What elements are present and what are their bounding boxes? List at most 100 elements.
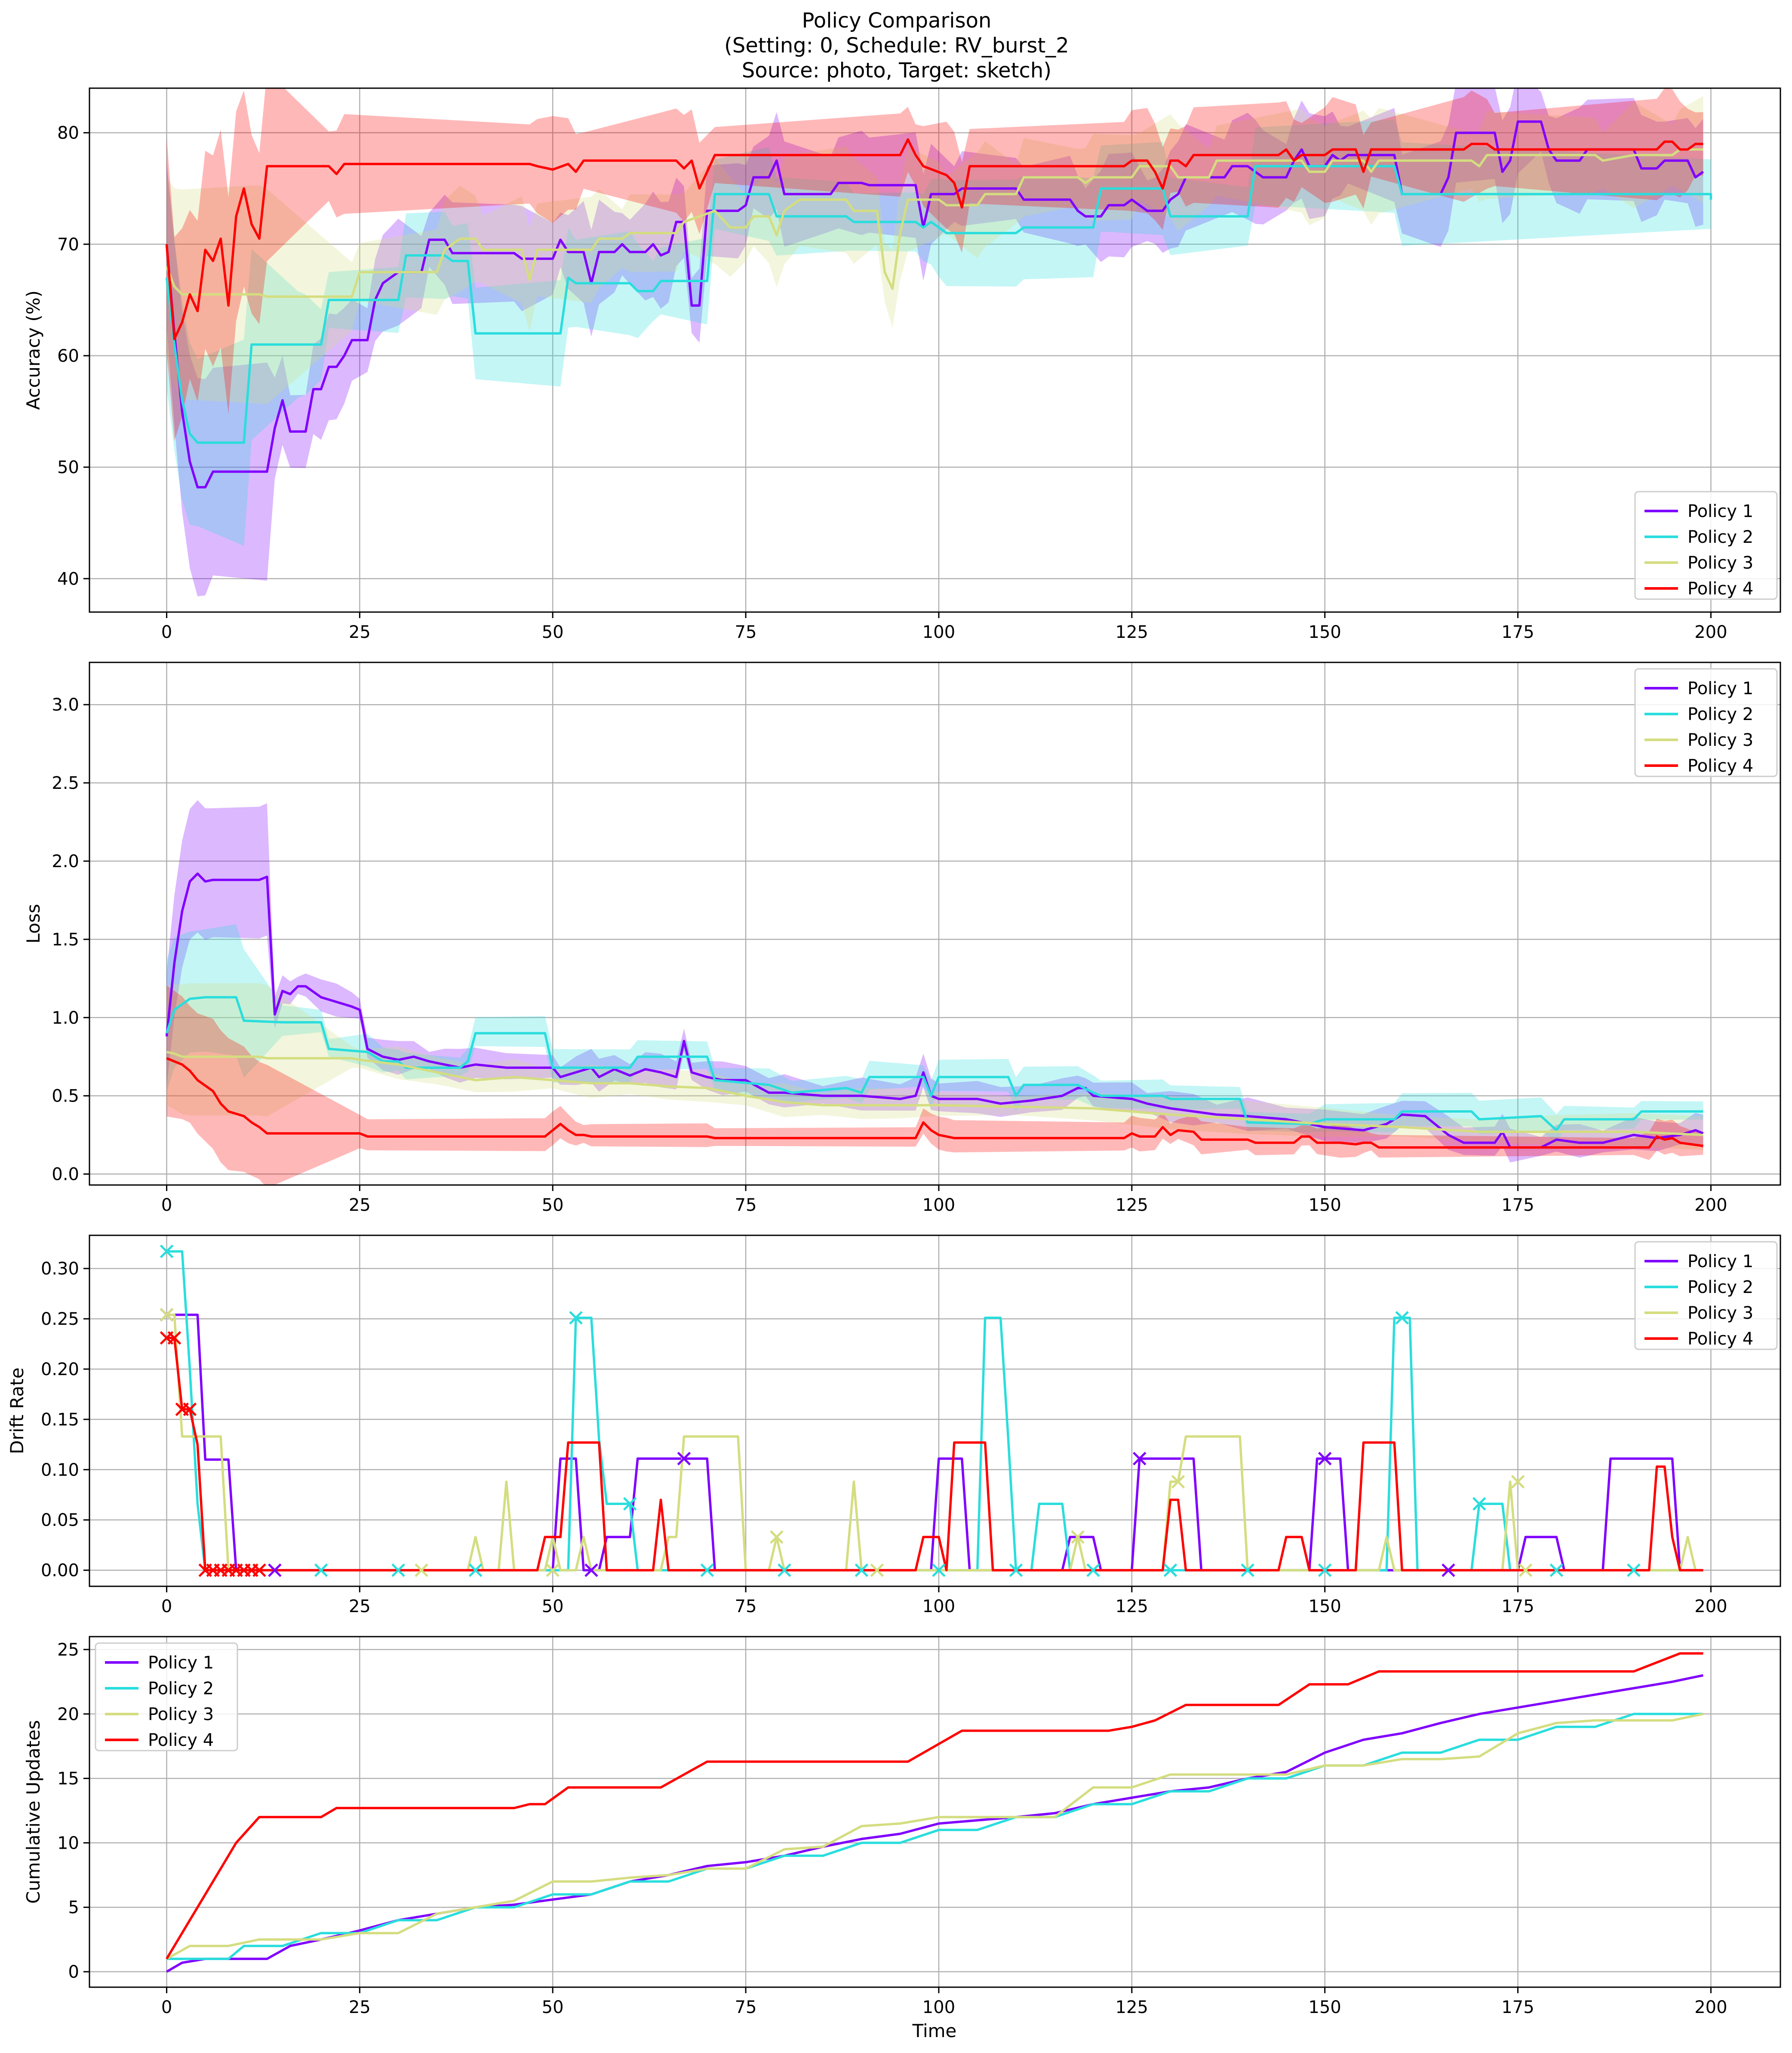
drift-marker-3: [770, 1530, 784, 1544]
drift-marker-3: [415, 1563, 428, 1577]
x-tick-label: 50: [542, 1998, 564, 2017]
drift-marker-2: [623, 1497, 637, 1511]
legend-label: Policy 3: [1687, 730, 1753, 750]
title-line-3: Source: photo, Target: sketch): [742, 58, 1051, 83]
plot-area: [160, 1244, 1703, 1577]
title-line-1: Policy Comparison: [802, 9, 992, 33]
legend: Policy 1 Policy 2 Policy 3 Policy 4: [1634, 1241, 1778, 1350]
x-tick-label: 200: [1694, 622, 1727, 642]
drift-marker-2: [1241, 1563, 1254, 1577]
x-tick-label: 75: [735, 622, 757, 642]
y-tick-label: 0.05: [41, 1511, 79, 1530]
y-tick-label: 0: [68, 1962, 79, 1982]
drift-marker-2: [160, 1244, 174, 1259]
x-tick-label: 150: [1309, 1195, 1341, 1215]
plot-area: [165, 88, 1712, 597]
x-tick-label: 125: [1116, 1998, 1148, 2017]
x-tick-label: 175: [1501, 1597, 1534, 1616]
x-tick-label: 25: [349, 1597, 371, 1616]
legend-label: Policy 2: [1687, 705, 1753, 724]
y-tick-label: 15: [57, 1769, 79, 1789]
series-line-3: [166, 1051, 1703, 1136]
drift-marker-4: [183, 1402, 197, 1416]
series-band-4: [166, 88, 1703, 441]
x-tick-label: 200: [1694, 1597, 1727, 1616]
drift-marker-2: [778, 1563, 791, 1577]
drift-marker-3: [1171, 1475, 1185, 1489]
x-tick-label: 50: [542, 1195, 564, 1215]
drift-marker-2: [1009, 1563, 1023, 1577]
drift-marker-3: [160, 1308, 174, 1322]
y-tick-label: 0.5: [52, 1087, 79, 1106]
y-tick-label: 25: [57, 1640, 79, 1660]
drift-marker-1: [268, 1563, 282, 1577]
x-tick-label: 75: [735, 1195, 757, 1215]
x-tick-label: 200: [1694, 1998, 1727, 2017]
drift-marker-1: [1133, 1452, 1147, 1465]
legend-label: Policy 4: [1687, 579, 1753, 599]
title-line-2: (Setting: 0, Schedule: RV_burst_2: [724, 34, 1069, 58]
y-tick-label: 1.0: [52, 1008, 79, 1028]
x-tick-label: 100: [922, 1195, 955, 1215]
series-line-2: [165, 996, 1703, 1132]
legend-label: Policy 1: [1687, 1252, 1753, 1271]
drift-marker-4: [167, 1331, 181, 1345]
drift-marker-2: [1163, 1563, 1177, 1577]
x-axis-label: Time: [912, 2020, 957, 2041]
x-tick-label: 175: [1501, 622, 1534, 642]
y-tick-label: 0.15: [41, 1410, 79, 1430]
legend-label: Policy 4: [1687, 756, 1753, 776]
y-tick-label: 20: [57, 1705, 79, 1724]
drift-marker-1: [1442, 1563, 1455, 1577]
x-tick-label: 50: [542, 622, 564, 642]
plot-area: [165, 800, 1704, 1185]
series-band-1: [166, 800, 1703, 1163]
accuracy-panel: 0 25 50 75 100 125 150 175 200 40 50 60 70 80 Accuracy…: [23, 87, 1781, 642]
drift-marker-2: [468, 1563, 483, 1577]
series-line-1: [165, 872, 1704, 1149]
x-tick-label: 150: [1309, 1998, 1341, 2017]
axes-frame: [89, 1636, 1781, 1988]
y-tick-label: 0.00: [41, 1561, 79, 1581]
x-tick-label: 100: [922, 1998, 955, 2017]
series-line-4: [166, 1057, 1703, 1149]
series-band-2: [166, 924, 1703, 1143]
axes-frame: [89, 662, 1781, 1186]
y-tick-label: 50: [57, 458, 79, 477]
series-band-1: [166, 88, 1703, 597]
x-tick-label: 150: [1309, 622, 1341, 642]
drift-marker-2: [855, 1563, 869, 1577]
legend-label: Policy 2: [148, 1679, 214, 1699]
x-tick-label: 175: [1501, 1998, 1534, 2017]
series-line-3: [165, 148, 1703, 298]
x-tick-label: 200: [1694, 1195, 1727, 1215]
series-band-4: [166, 985, 1703, 1185]
drift-marker-2: [1549, 1563, 1564, 1577]
series-band-3: [166, 96, 1703, 404]
drift-marker-1: [584, 1563, 598, 1577]
y-tick-label: 2.5: [52, 773, 79, 793]
legend-label: Policy 1: [1687, 679, 1753, 699]
series-line-4: [165, 138, 1703, 340]
y-tick-label: 0.0: [52, 1165, 79, 1185]
drift-marker-2: [314, 1563, 328, 1577]
y-tick-label: 40: [57, 569, 79, 589]
drift-marker-3: [1071, 1530, 1085, 1544]
y-tick-label: 5: [68, 1898, 79, 1918]
drift-marker-2: [569, 1311, 583, 1325]
x-tick-label: 25: [349, 622, 371, 642]
y-tick-label: 2.0: [52, 852, 79, 871]
x-tick-label: 0: [161, 1195, 172, 1215]
drift-marker-2: [700, 1563, 714, 1577]
series-band-3: [166, 983, 1703, 1150]
x-tick-label: 75: [735, 1998, 757, 2017]
drift-marker-3: [1511, 1475, 1525, 1489]
y-axis-label: Loss: [23, 904, 44, 943]
legend: Policy 1 Policy 2 Policy 3 Policy 4: [1634, 491, 1778, 600]
x-tick-label: 100: [922, 1597, 955, 1616]
x-tick-label: 0: [161, 1597, 172, 1616]
series-line-2: [166, 1713, 1703, 1960]
drift-marker-3: [1518, 1563, 1533, 1577]
y-tick-label: 0.20: [41, 1360, 79, 1379]
drift-marker-2: [1086, 1563, 1100, 1577]
